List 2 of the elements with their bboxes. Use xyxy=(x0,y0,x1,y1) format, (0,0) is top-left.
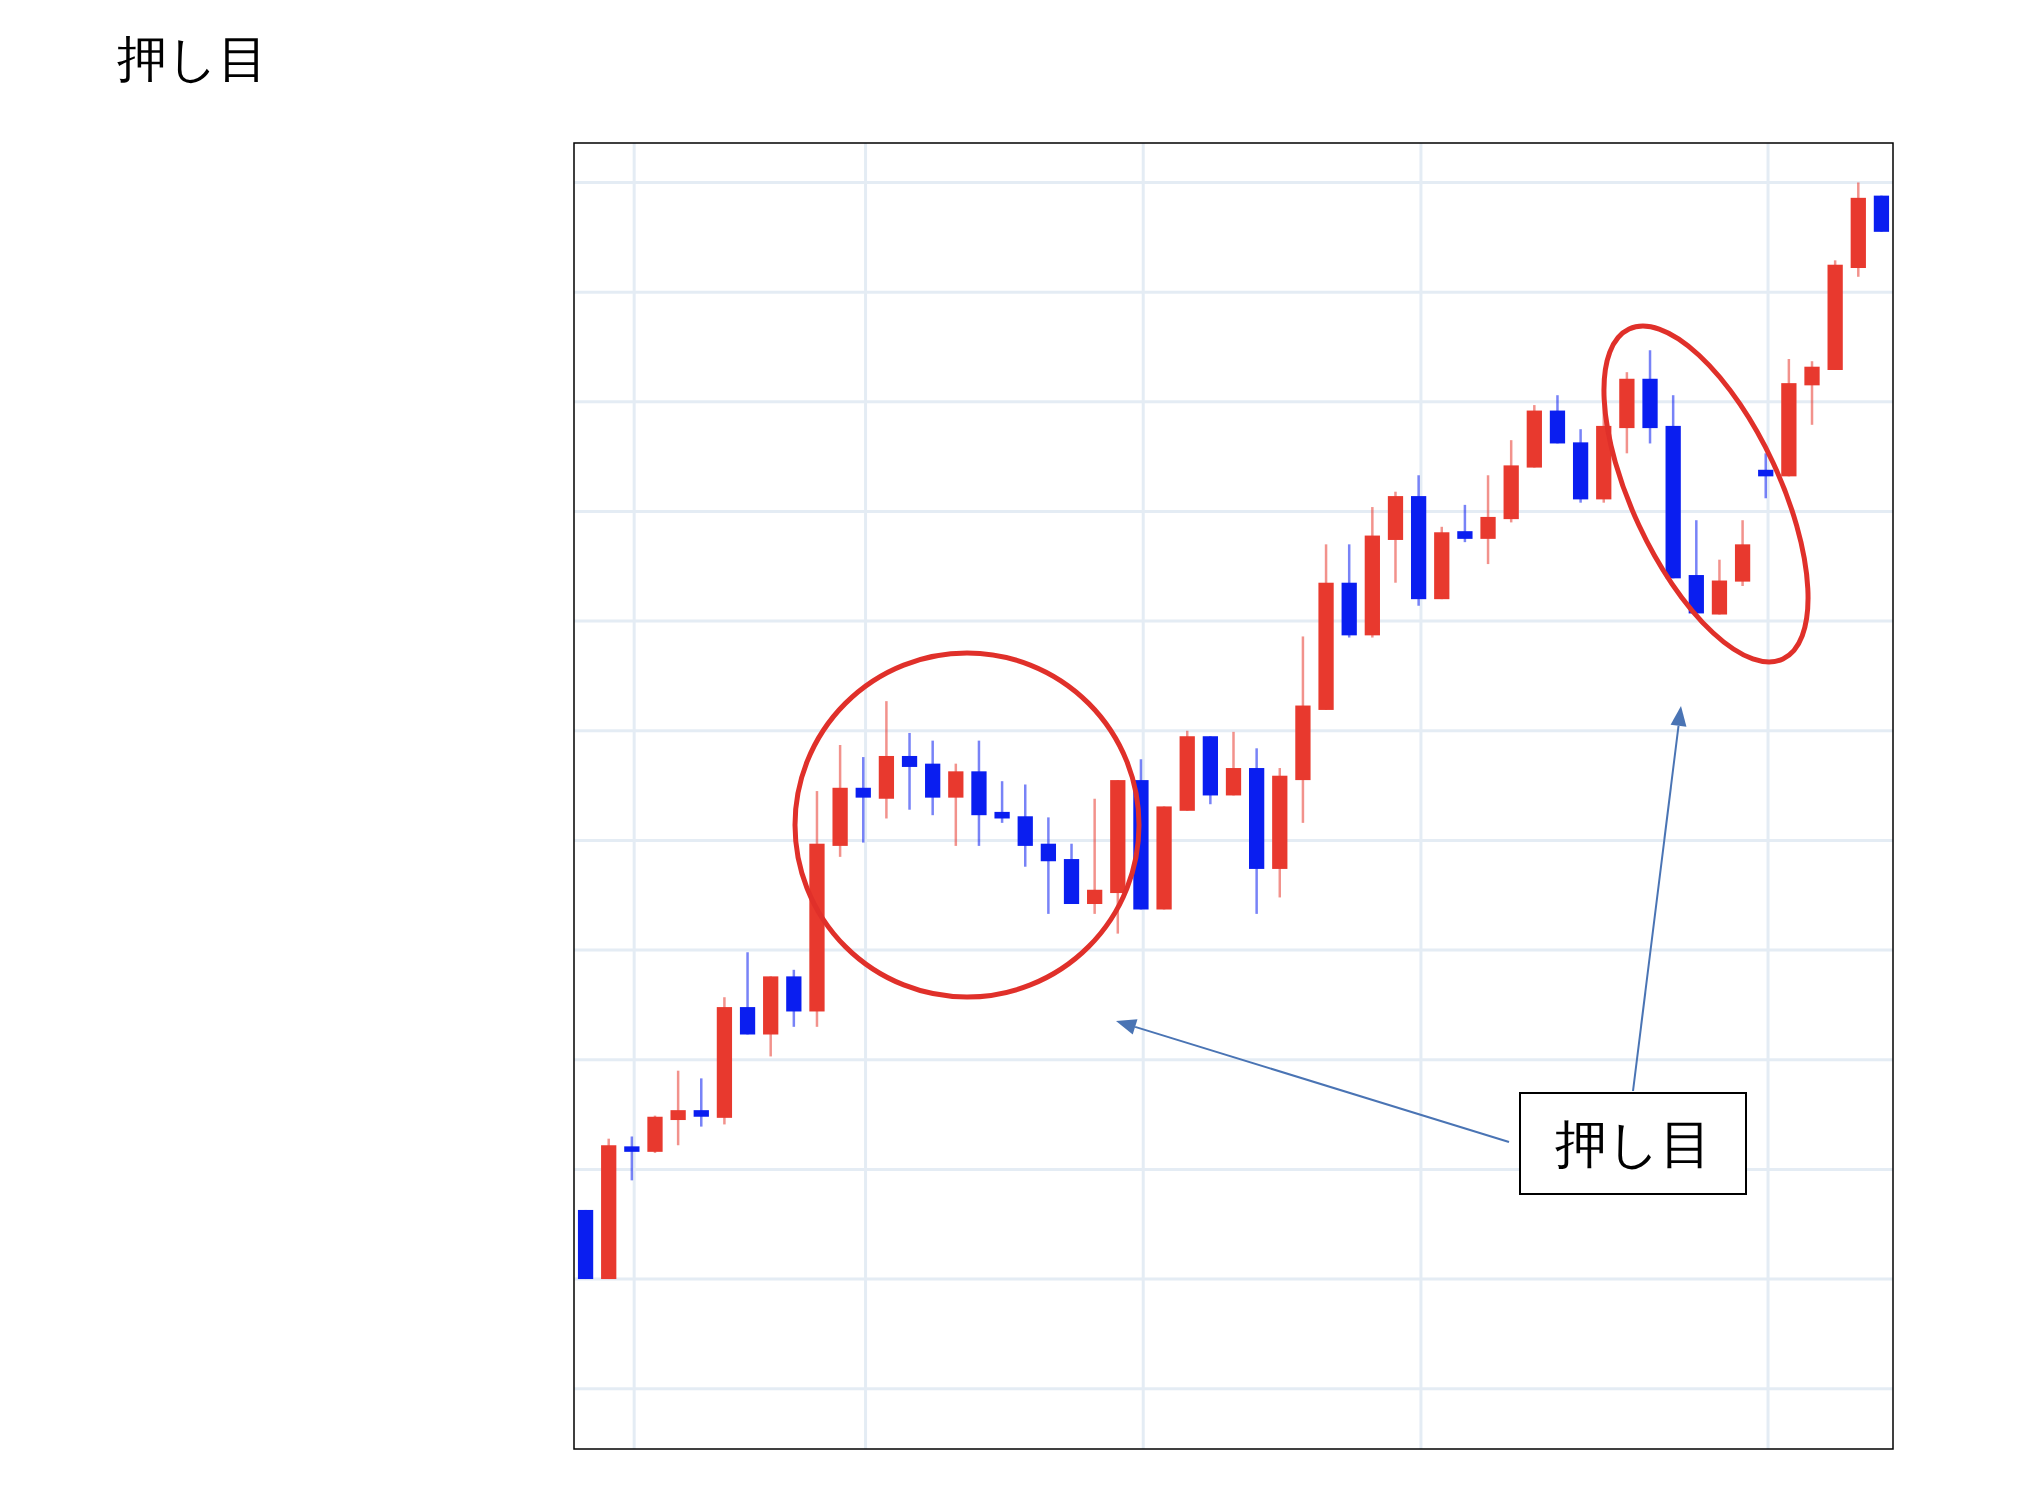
annotation: 押し目 xyxy=(1554,1114,1712,1173)
chart-title: 押し目 xyxy=(117,31,268,87)
